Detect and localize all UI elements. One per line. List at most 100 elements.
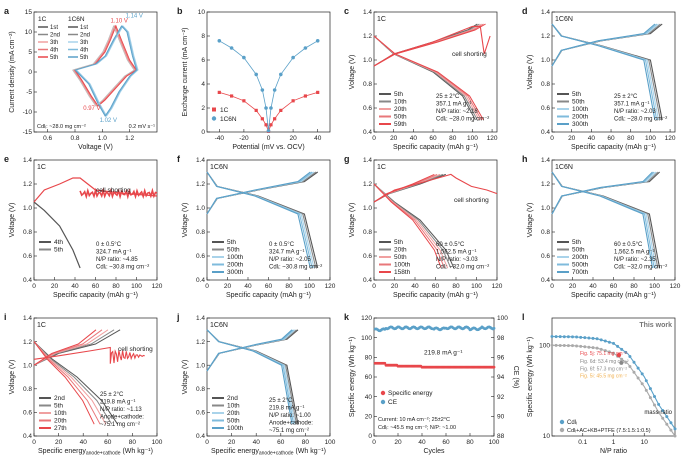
x-tick-label: 80 (285, 283, 293, 290)
y-tick-label: 1.2 (363, 181, 372, 188)
legend-label: 50th (227, 418, 240, 425)
panel-label: d (522, 6, 528, 16)
x-tick-label: 10 (641, 439, 649, 446)
x-tick-label: 120 (665, 135, 676, 142)
y-tick-label: 1.4 (23, 315, 32, 322)
y-axis-label: Specific energy (Wh kg⁻¹) (527, 337, 534, 417)
x-tick-label: 0 (372, 135, 376, 142)
data-point (673, 427, 677, 431)
data-point (279, 72, 283, 77)
x-tick-label: 0 (372, 439, 376, 446)
charge-curve (33, 329, 97, 366)
data-point (657, 410, 661, 414)
legend-label: 5th (394, 239, 403, 246)
loading-annotation: Cdlᵢ: ~28.0 mg cm⁻² (37, 124, 86, 130)
y-tick-label: 1.2 (363, 33, 372, 40)
x-tick-label: 80 (302, 439, 310, 446)
data-point (230, 94, 234, 98)
y-tick-label: 4 (201, 81, 205, 88)
data-point (591, 336, 595, 340)
panel-label: a (4, 6, 10, 16)
data-point (653, 403, 656, 407)
data-point (254, 108, 258, 112)
condition-text: 1,562.5 mA g⁻¹ (614, 250, 655, 256)
y-tick-label: 0.6 (363, 105, 372, 112)
data-point (550, 335, 554, 339)
x-axis-label: Specific capacity (mAh g⁻¹) (393, 292, 478, 299)
condition-text: Cdlᵢ: ~28.0 mg cm⁻² (436, 117, 489, 123)
y-tick-label: 0.8 (363, 229, 372, 236)
condition-text: N/P ratio: ~4.85 (96, 257, 138, 263)
data-point (583, 345, 587, 349)
data-point (579, 344, 583, 348)
data-point (272, 88, 277, 92)
x-tick-label: 100 (325, 439, 336, 446)
x-tick-label: 60 (277, 439, 285, 446)
discharge-curve (373, 35, 484, 121)
y-axis-label: Voltage (V) (182, 203, 189, 238)
x-tick-label: 20 (394, 439, 402, 446)
panel-k: k 0 20 40 60 80 100 0 20 40 60 80 100 120 Cycles Specif… (344, 312, 519, 455)
y-tick-label: 1.0 (363, 205, 372, 212)
data-point (620, 357, 624, 361)
condition-text: Cdlᵢ: ~30.8 mg cm⁻² (96, 265, 149, 271)
x-tick-label: 60 (265, 283, 273, 290)
data-point (562, 335, 566, 339)
y-tick-label: 1.2 (541, 33, 550, 40)
legend-label: 27th (54, 425, 67, 432)
this-work-label: This work (639, 322, 672, 329)
data-point (665, 422, 669, 426)
x-tick-label: 60 (429, 135, 437, 142)
sample-label: 1C (37, 322, 46, 329)
data-point (264, 123, 268, 127)
x-axis-label: N/P ratio (600, 448, 627, 455)
condition-text: N/P ratio: ~1.00 (269, 413, 311, 419)
legend-label: 5th (50, 55, 58, 61)
y-tick-label: -10 (23, 109, 33, 116)
y-right-tick-label: 94 (497, 374, 505, 381)
condition-text: Cdlᵢ: ~32.0 mg cm⁻² (436, 265, 489, 271)
panel-label: k (344, 312, 350, 322)
y-tick-label: 1.2 (23, 339, 32, 346)
condition-text: Anode+cathode: (100, 415, 144, 421)
y-axis-label: Voltage (V) (527, 203, 534, 238)
y-tick-label: 1.4 (23, 157, 32, 164)
data-point (648, 396, 652, 400)
condition-text: 0 ± 0.5°C (269, 242, 295, 248)
discharge-curve (551, 23, 656, 121)
x-tick-label: 0.1 (578, 439, 587, 446)
y-tick-label: 1.4 (541, 9, 550, 16)
legend-marker (211, 116, 217, 121)
data-point (587, 336, 591, 340)
y-tick-label: 1.4 (196, 315, 205, 322)
y-tick-label: 120 (361, 315, 372, 322)
data-point (315, 39, 320, 43)
y-tick-label: -15 (23, 129, 33, 136)
data-point (648, 387, 652, 391)
x-tick-label: 80 (452, 283, 460, 290)
data-point (242, 99, 246, 103)
panel-label: b (177, 6, 183, 16)
data-point (661, 416, 665, 420)
y-tick-label: 0.6 (196, 253, 205, 260)
x-tick-label: 40 (411, 283, 419, 290)
panel-i: i 0 20 40 60 80 100 0.4 0.6 0.8 1.0 1.2 1.4 Specific … (4, 312, 163, 457)
condition-text: N/P ratio: ~2.05 (269, 257, 311, 263)
data-point (632, 360, 636, 364)
y-tick-label: 5 (28, 49, 32, 56)
y-tick-label: 1.2 (23, 181, 32, 188)
legend-title: mass ratio (644, 410, 672, 416)
cv-curve-1C6N (76, 25, 139, 117)
plot-frame (373, 11, 498, 133)
y-tick-label: 10 (543, 433, 551, 440)
charge-curve (551, 171, 653, 215)
x-tick-label: 80 (129, 439, 137, 446)
highlight-point (616, 352, 622, 358)
x-axis-label: Potential (mV vs. OCV) (232, 144, 304, 151)
data-point (669, 428, 673, 432)
charge-curve (551, 171, 655, 215)
data-point (316, 90, 320, 94)
panel-e: e 0 20 40 60 80 100 120 0.4 0.6 0.8 1.0 1.2 1.4 Specif… (4, 154, 163, 299)
data-point (229, 46, 234, 50)
y-right-tick-label: 88 (497, 433, 505, 440)
